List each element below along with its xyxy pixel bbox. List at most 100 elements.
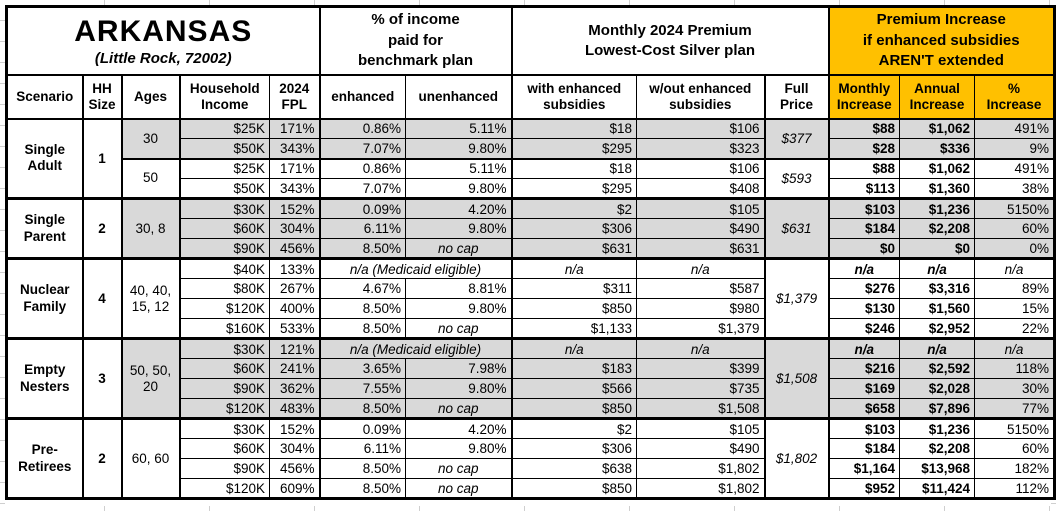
wout-subsidies-cell: n/a: [636, 337, 765, 359]
unenhanced-pct-cell: 9.80%: [405, 378, 512, 399]
table-row: $60K 304% 6.11% 9.80% $306 $490 $184 $2,208 60%: [7, 218, 1055, 239]
pct-increase-cell: 182%: [974, 458, 1055, 479]
fpl-cell: 304%: [269, 218, 320, 239]
with-subsidies-cell: $183: [510, 358, 637, 379]
ages-cell: 40, 40, 15, 12: [120, 257, 180, 339]
monthly-increase-cell: $103: [827, 197, 900, 219]
monthly-increase-cell: $246: [827, 318, 900, 339]
table-row: $60K 304% 6.11% 9.80% $306 $490 $184 $2,208 60%: [7, 438, 1055, 459]
with-subsidies-cell: $295: [510, 138, 637, 159]
annual-increase-cell: $1,360: [899, 178, 975, 199]
with-subsidies-cell: $311: [510, 278, 637, 299]
enhanced-pct-cell: 6.11%: [318, 218, 406, 239]
table-row: $60K 241% 3.65% 7.98% $183 $399 $216 $2,592 118%: [7, 358, 1055, 379]
group-income-pct: % of income paid for benchmark plan: [318, 6, 512, 76]
pct-increase-cell: n/a: [974, 257, 1055, 279]
table-row: Empty Nesters 3 50, 50, 20 $30K 121% n/a (Med…: [6, 337, 1055, 419]
group-increase: Premium Increase if enhanced subsidies A…: [827, 6, 1055, 76]
enhanced-pct-cell: 7.55%: [318, 378, 406, 399]
unenhanced-pct-cell: 5.11%: [405, 157, 512, 179]
wout-subsidies-cell: n/a: [636, 257, 765, 279]
pct-increase-cell: 5150%: [974, 417, 1055, 439]
with-subsidies-cell: $306: [510, 438, 637, 459]
wout-subsidies-cell: $1,379: [636, 318, 765, 339]
monthly-increase-cell: n/a: [827, 257, 900, 279]
scenario-cell: Empty Nesters: [6, 337, 83, 419]
annual-increase-cell: $1,062: [899, 157, 975, 179]
table-row: $90K 456% 8.50% no cap $638 $1,802 $1,164 $13,9…: [7, 458, 1055, 479]
scenario-cell: Nuclear Family: [6, 257, 83, 339]
pct-increase-cell: 5150%: [974, 197, 1055, 219]
household-income-cell: $30K: [178, 337, 270, 359]
spreadsheet-gridline-left: [0, 0, 5, 511]
enhanced-pct-cell: 7.07%: [318, 178, 406, 199]
pct-increase-cell: 60%: [974, 438, 1055, 459]
wout-subsidies-cell: $399: [636, 358, 765, 379]
spreadsheet-gridline-top: [0, 0, 1056, 5]
household-income-cell: $160K: [178, 318, 270, 339]
column-header-row: Scenario HH Size Ages Household Income 2…: [6, 74, 1055, 120]
wout-subsidies-cell: $631: [636, 238, 765, 259]
household-income-cell: $60K: [178, 438, 270, 459]
enhanced-pct-cell: 4.67%: [318, 278, 406, 299]
pct-increase-cell: 30%: [974, 378, 1055, 399]
table-row: $50K 343% 7.07% 9.80% $295 $323 $28 $336 9%: [7, 138, 1055, 159]
with-subsidies-cell: $18: [510, 118, 637, 139]
pct-increase-cell: 491%: [974, 118, 1055, 139]
enhanced-pct-cell: 8.50%: [318, 458, 406, 479]
enhanced-pct-cell: 8.50%: [318, 318, 406, 339]
annual-increase-cell: $2,208: [899, 218, 975, 239]
enhanced-pct-cell: 6.11%: [318, 438, 406, 459]
household-income-cell: $120K: [178, 398, 270, 419]
table-row: $120K 400% 8.50% 9.80% $850 $980 $130 $1,560 15%: [7, 298, 1055, 319]
with-subsidies-cell: $2: [510, 197, 637, 219]
annual-increase-cell: $1,236: [899, 197, 975, 219]
ages-cell: 50, 50, 20: [120, 337, 180, 419]
pct-increase-cell: n/a: [974, 337, 1055, 359]
group-header-row: ARKANSAS (Little Rock, 72002) % of incom…: [6, 6, 1055, 76]
wout-subsidies-cell: $323: [636, 138, 765, 159]
with-subsidies-cell: $2: [510, 417, 637, 439]
pct-increase-cell: 60%: [974, 218, 1055, 239]
monthly-increase-cell: $169: [827, 378, 900, 399]
with-subsidies-cell: n/a: [510, 257, 637, 279]
with-subsidies-cell: $638: [510, 458, 637, 479]
table-row: 50 $25K 171% 0.86% 5.11% $18 $106 $593 $88 $1,062…: [7, 157, 1055, 199]
fpl-cell: 483%: [269, 398, 320, 419]
enhanced-pct-cell: 0.09%: [318, 417, 406, 439]
col-header-enhanced: enhanced: [318, 74, 406, 120]
fpl-cell: 343%: [269, 138, 320, 159]
page-subtitle: (Little Rock, 72002): [94, 49, 232, 67]
wout-subsidies-cell: $1,508: [636, 398, 765, 419]
fpl-cell: 152%: [269, 197, 320, 219]
scenario-cell: Single Parent: [6, 197, 83, 259]
unenhanced-pct-cell: no cap: [405, 458, 512, 479]
table-row: Single Adult 1 30 $25K 171% 0.86% 5.11% $18 $106…: [6, 118, 1055, 199]
ages-cell: 30: [120, 118, 180, 159]
ages-cell: 50: [120, 157, 180, 199]
fpl-cell: 609%: [269, 478, 320, 499]
fpl-cell: 241%: [269, 358, 320, 379]
full-price-cell: $377: [763, 118, 830, 159]
scenario-cell: Single Adult: [6, 118, 83, 199]
medicaid-note-cell: n/a (Medicaid eligible): [318, 257, 512, 279]
pct-increase-cell: 15%: [974, 298, 1055, 319]
annual-increase-cell: $2,208: [899, 438, 975, 459]
unenhanced-pct-cell: 9.80%: [405, 178, 512, 199]
pct-increase-cell: 38%: [974, 178, 1055, 199]
with-subsidies-cell: $850: [510, 298, 637, 319]
fpl-cell: 171%: [269, 157, 320, 179]
with-subsidies-cell: $850: [510, 478, 637, 499]
full-price-cell: $1,379: [763, 257, 830, 339]
fpl-cell: 171%: [269, 118, 320, 139]
fpl-cell: 267%: [269, 278, 320, 299]
hh-size-cell: 2: [81, 417, 122, 499]
fpl-cell: 152%: [269, 417, 320, 439]
unenhanced-pct-cell: no cap: [405, 398, 512, 419]
annual-increase-cell: $2,028: [899, 378, 975, 399]
enhanced-pct-cell: 8.50%: [318, 398, 406, 419]
annual-increase-cell: $2,952: [899, 318, 975, 339]
household-income-cell: $25K: [178, 157, 270, 179]
hh-size-cell: 2: [81, 197, 122, 259]
table-row: $120K 609% 8.50% no cap $850 $1,802 $952 $11,42…: [7, 478, 1055, 499]
